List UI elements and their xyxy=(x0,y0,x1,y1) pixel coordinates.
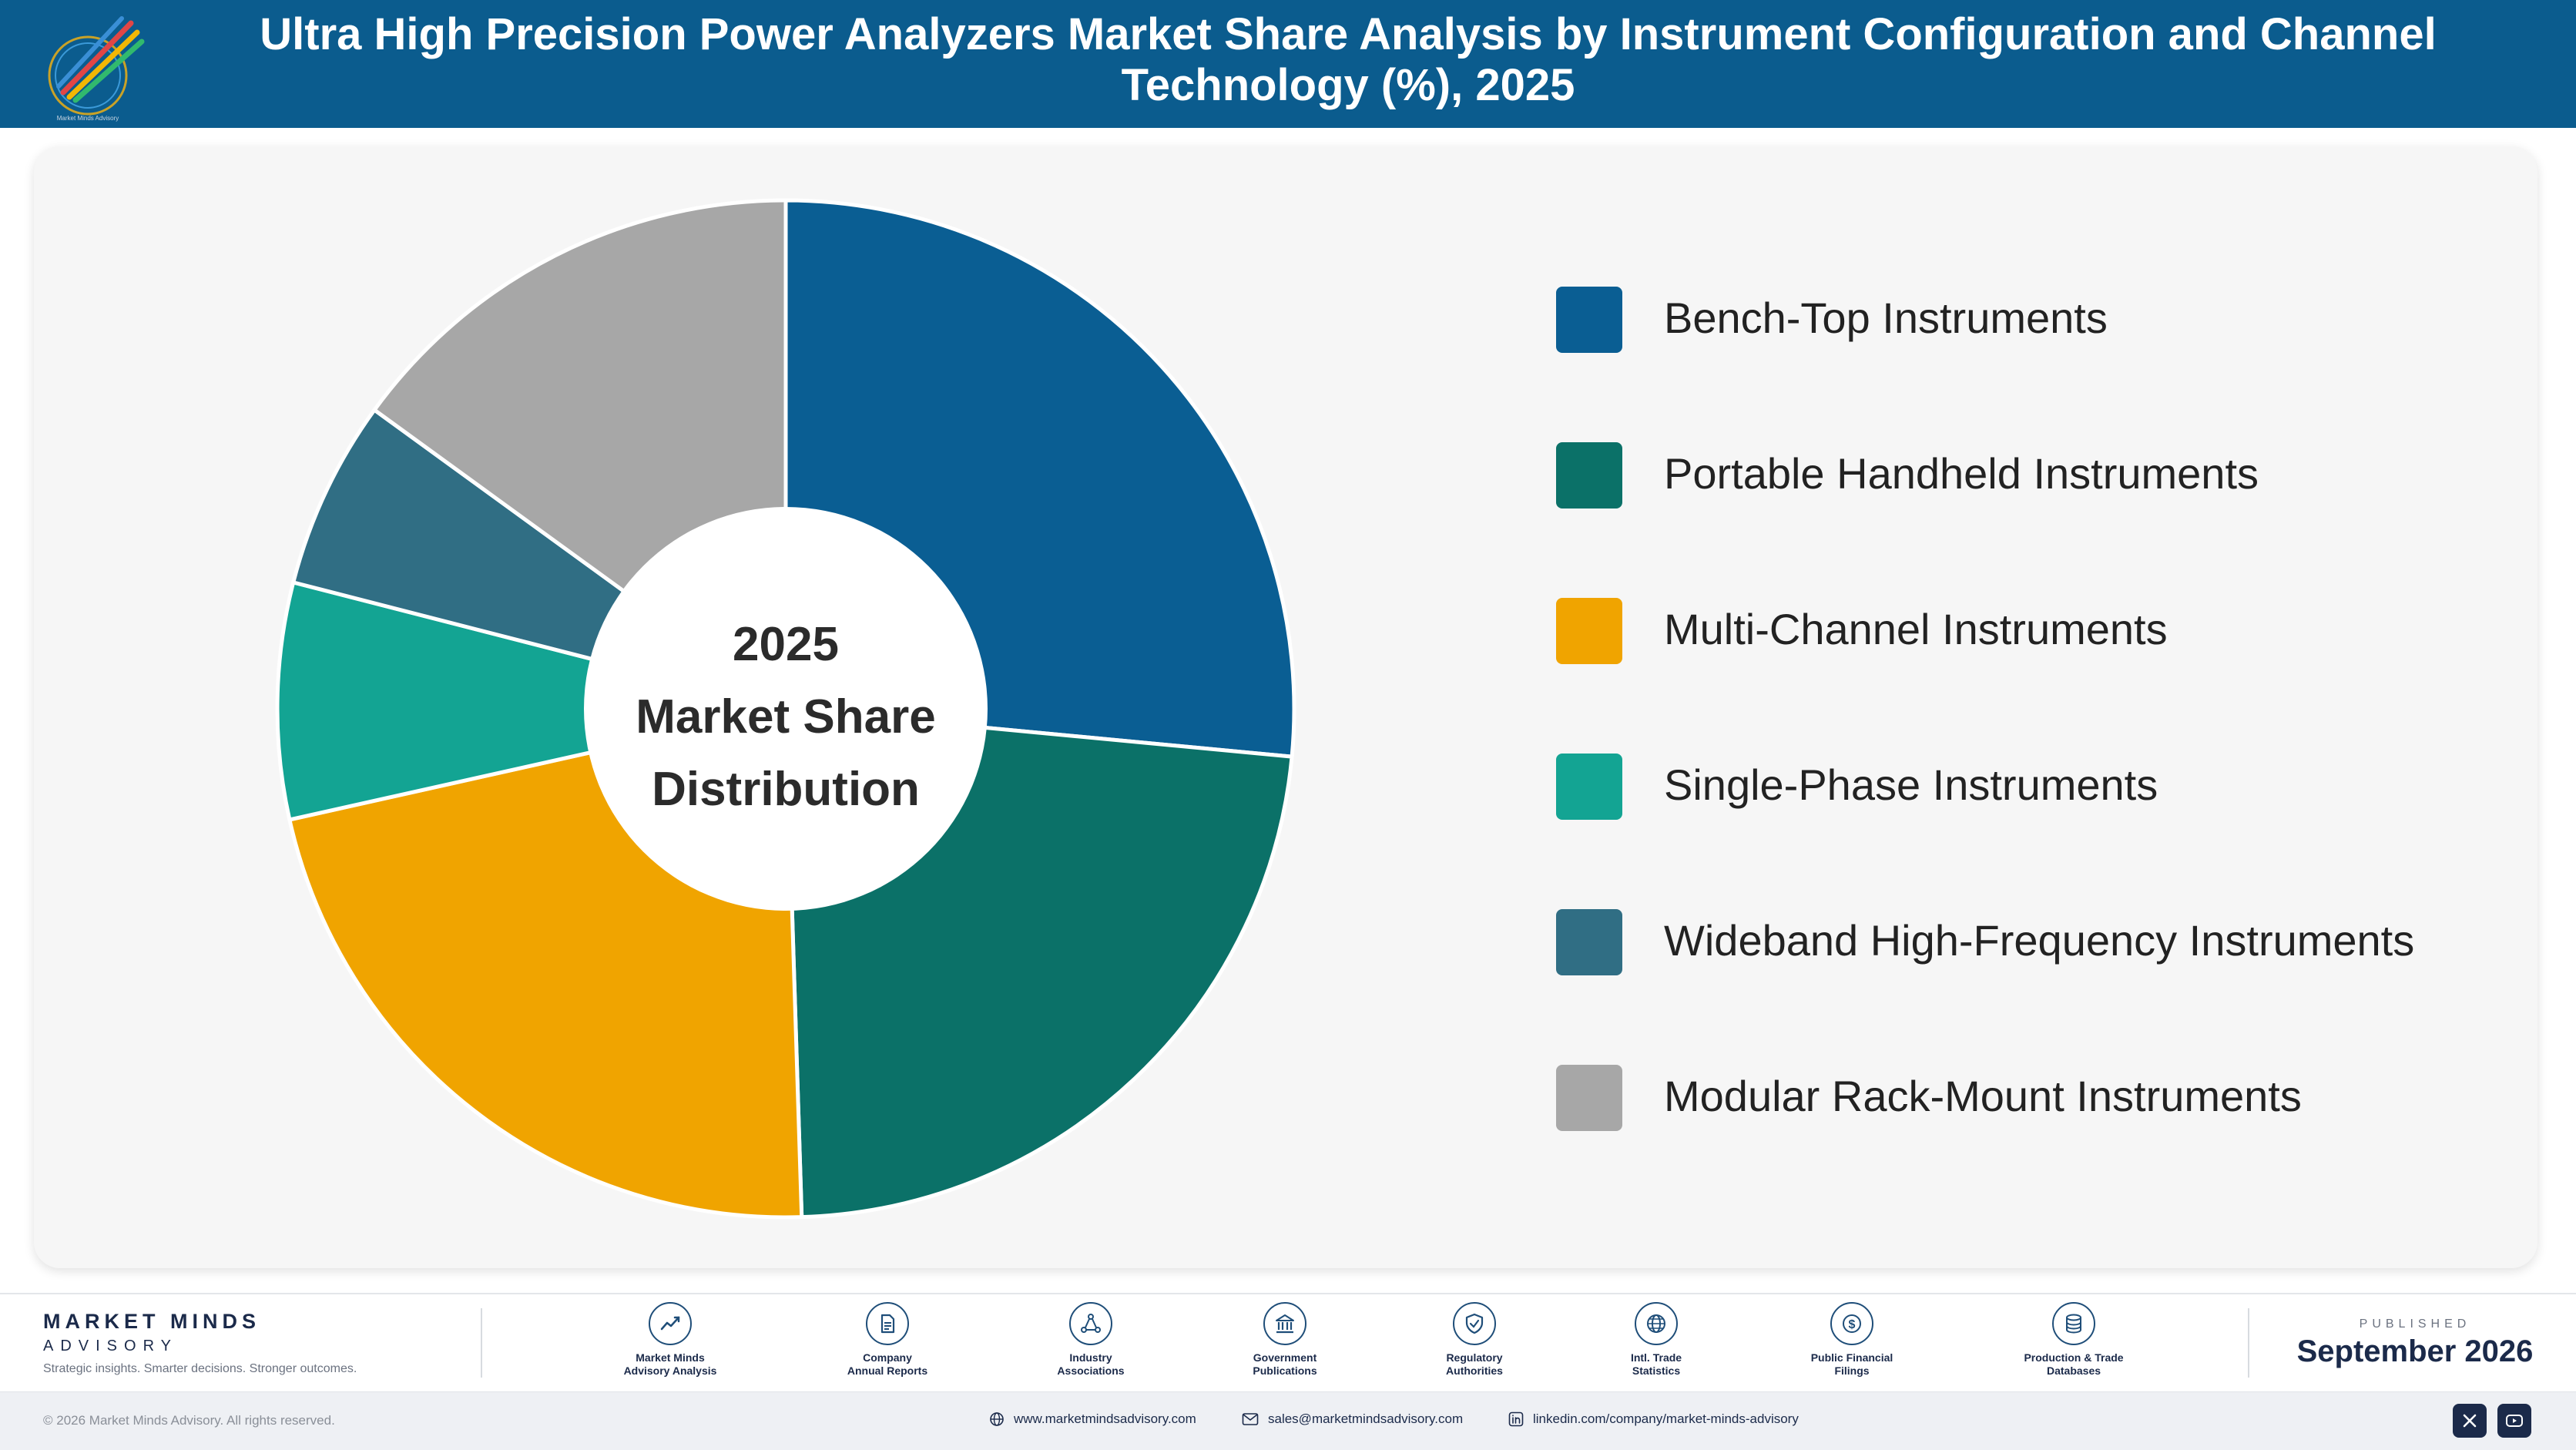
published-label: PUBLISHED xyxy=(2359,1317,2471,1331)
x-icon[interactable] xyxy=(2453,1404,2487,1438)
source-intl-trade-statistics: Intl. Trade Statistics xyxy=(1571,1302,1741,1378)
source-government-publications: Government Publications xyxy=(1200,1302,1370,1378)
source-public-financial-filings: $ Public Financial Filings xyxy=(1767,1302,1937,1378)
donut-chart xyxy=(275,198,1296,1220)
brand-name: MARKET MINDS xyxy=(43,1310,260,1333)
website-text[interactable]: www.marketmindsadvisory.com xyxy=(1014,1411,1196,1426)
footer-divider xyxy=(481,1308,482,1378)
youtube-icon[interactable] xyxy=(2497,1404,2531,1438)
svg-text:$: $ xyxy=(1849,1318,1856,1331)
government-building-icon xyxy=(1263,1302,1306,1345)
globe-icon xyxy=(990,1412,1004,1426)
brand-tagline: Strategic insights. Smarter decisions. S… xyxy=(43,1362,357,1375)
source-company-annual-reports: Company Annual Reports xyxy=(803,1302,972,1378)
website-link[interactable]: www.marketmindsadvisory.com xyxy=(989,1411,1196,1427)
legend-label: Wideband High-Frequency Instruments xyxy=(1664,916,2415,965)
legend-item-bench-top: Bench-Top Instruments xyxy=(1556,287,2480,354)
source-industry-associations: Industry Associations xyxy=(1006,1302,1176,1378)
bottom-bar xyxy=(0,1391,2576,1450)
legend-swatch xyxy=(1556,1065,1622,1131)
shield-check-icon xyxy=(1453,1302,1496,1345)
legend-label: Bench-Top Instruments xyxy=(1664,294,2108,342)
email-link[interactable]: sales@marketmindsadvisory.com xyxy=(1242,1411,1463,1427)
center-label-line-2: Market Share xyxy=(636,690,936,743)
legend-item-portable-handheld: Portable Handheld Instruments xyxy=(1556,442,2480,510)
legend-item-modular-rack: Modular Rack-Mount Instruments xyxy=(1556,1065,2480,1133)
svg-text:Market Minds Advisory: Market Minds Advisory xyxy=(57,115,119,122)
legend-swatch xyxy=(1556,909,1622,975)
center-label-year: 2025 xyxy=(733,618,839,671)
brand-subtitle: ADVISORY xyxy=(43,1338,178,1354)
copyright-text: © 2026 Market Minds Advisory. All rights… xyxy=(43,1413,335,1428)
database-icon xyxy=(2052,1302,2095,1345)
source-label: Industry Associations xyxy=(1057,1351,1125,1377)
linkedin-link[interactable]: linkedin.com/company/market-minds-adviso… xyxy=(1508,1411,1799,1427)
dollar-coin-icon: $ xyxy=(1830,1302,1873,1345)
legend-swatch xyxy=(1556,287,1622,353)
chart-title: Ultra High Precision Power Analyzers Mar… xyxy=(260,9,2437,110)
center-label-line-3: Distribution xyxy=(652,763,920,816)
linkedin-icon xyxy=(1508,1411,1524,1427)
legend-item-single-phase: Single-Phase Instruments xyxy=(1556,754,2480,821)
source-label: Intl. Trade Statistics xyxy=(1630,1351,1682,1377)
source-label: Market Minds Advisory Analysis xyxy=(623,1351,717,1377)
donut-hole xyxy=(584,507,988,911)
mail-icon xyxy=(1242,1413,1259,1425)
source-label: Regulatory Authorities xyxy=(1446,1351,1503,1377)
donut-center-label: 2025 Market Share Distribution xyxy=(585,609,986,826)
legend-label: Single-Phase Instruments xyxy=(1664,760,2158,809)
source-production-trade-databases: Production & Trade Databases xyxy=(1989,1302,2158,1378)
market-minds-logo: Market Minds Advisory xyxy=(48,16,145,122)
source-regulatory-authorities: Regulatory Authorities xyxy=(1390,1302,1559,1378)
linkedin-text[interactable]: linkedin.com/company/market-minds-adviso… xyxy=(1533,1411,1799,1426)
source-market-minds-analysis: Market Minds Advisory Analysis xyxy=(585,1302,755,1378)
legend-label: Modular Rack-Mount Instruments xyxy=(1664,1072,2302,1120)
legend-label: Multi-Channel Instruments xyxy=(1664,605,2168,653)
globe-icon xyxy=(1635,1302,1678,1345)
source-label: Government Publications xyxy=(1253,1351,1317,1377)
legend-swatch xyxy=(1556,598,1622,664)
network-icon xyxy=(1069,1302,1112,1345)
published-date: September 2026 xyxy=(2296,1334,2534,1368)
trend-chart-icon xyxy=(649,1302,692,1345)
document-icon xyxy=(866,1302,909,1345)
legend-swatch xyxy=(1556,754,1622,820)
source-label: Company Annual Reports xyxy=(847,1351,928,1377)
email-text[interactable]: sales@marketmindsadvisory.com xyxy=(1268,1411,1464,1426)
legend-item-multi-channel: Multi-Channel Instruments xyxy=(1556,598,2480,666)
footer-divider xyxy=(2248,1308,2249,1378)
legend-label: Portable Handheld Instruments xyxy=(1664,449,2259,498)
legend-swatch xyxy=(1556,442,1622,509)
legend-item-wideband: Wideband High-Frequency Instruments xyxy=(1556,909,2480,977)
source-label: Production & Trade Databases xyxy=(2024,1351,2124,1377)
header-bar: Market Minds Advisory Ultra High Precisi… xyxy=(0,0,2576,128)
source-label: Public Financial Filings xyxy=(1810,1351,1893,1377)
donut-slice-single-phase xyxy=(275,579,787,822)
